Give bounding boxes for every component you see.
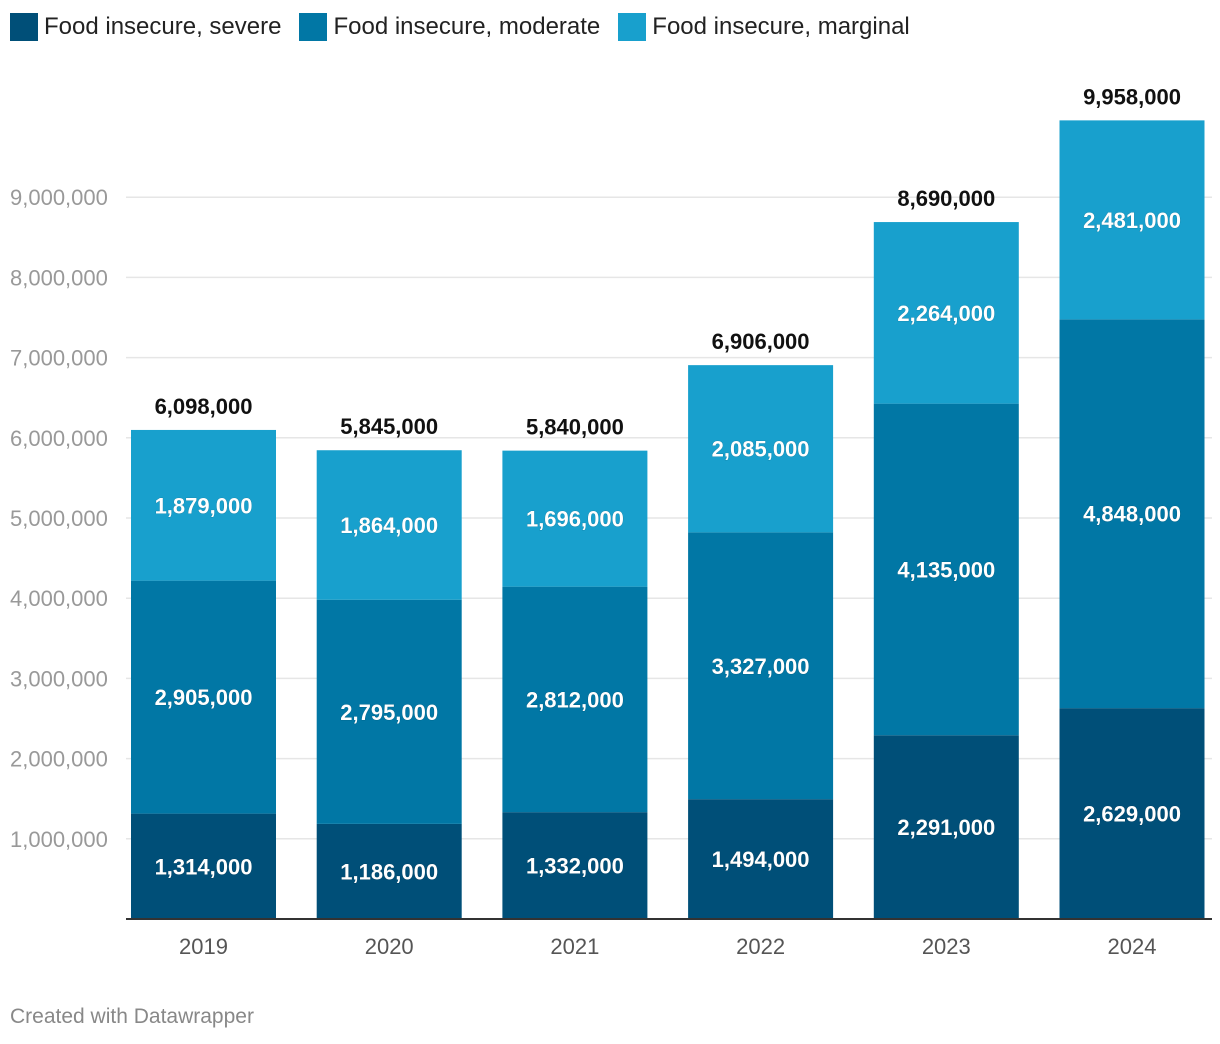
x-tick-label: 2024 <box>1108 934 1157 959</box>
y-tick-label: 6,000,000 <box>10 426 108 451</box>
segment-label-marginal: 2,481,000 <box>1083 208 1181 233</box>
segment-label-moderate: 3,327,000 <box>712 654 810 679</box>
x-tick-label: 2021 <box>550 934 599 959</box>
footer-credit: Created with Datawrapper <box>10 1005 254 1028</box>
y-tick-label: 8,000,000 <box>10 265 108 290</box>
segment-label-marginal: 1,696,000 <box>526 507 624 532</box>
bar-segment-marginal <box>502 450 648 587</box>
segment-label-moderate: 4,135,000 <box>897 557 995 582</box>
segment-label-severe: 1,494,000 <box>712 847 810 872</box>
bar-segment-moderate <box>502 586 648 813</box>
y-tick-label: 9,000,000 <box>10 185 108 210</box>
total-label: 5,840,000 <box>526 415 624 440</box>
x-tick-label: 2019 <box>179 934 228 959</box>
bar-segment-marginal <box>131 429 276 581</box>
bar-segment-marginal <box>1059 120 1205 320</box>
segment-label-moderate: 2,795,000 <box>340 700 438 725</box>
segment-label-severe: 1,186,000 <box>340 859 438 884</box>
y-tick-label: 3,000,000 <box>10 666 108 691</box>
segment-label-severe: 1,332,000 <box>526 854 624 879</box>
legend-label-moderate: Food insecure, moderate <box>333 13 601 40</box>
bar-segment-moderate <box>131 580 276 814</box>
bar-segment-marginal <box>316 450 462 600</box>
legend: Food insecure, severe Food insecure, mod… <box>10 10 928 44</box>
segment-label-severe: 1,314,000 <box>155 854 253 879</box>
x-tick-label: 2022 <box>736 934 785 959</box>
legend-label-marginal: Food insecure, marginal <box>652 13 910 40</box>
segment-label-moderate: 2,812,000 <box>526 687 624 712</box>
segment-label-severe: 2,629,000 <box>1083 802 1181 827</box>
bar-segment-marginal <box>688 365 834 533</box>
segment-label-marginal: 2,085,000 <box>712 437 810 462</box>
legend-item-marginal: Food insecure, marginal <box>618 13 910 41</box>
legend-swatch-severe <box>10 13 38 41</box>
bar-segment-severe <box>688 799 834 919</box>
stacked-bar-chart: 1,000,000 2,000,000 3,000,000 4,000,000 5,00… <box>10 84 1212 959</box>
x-tick-label: 2020 <box>365 934 414 959</box>
legend-swatch-marginal <box>618 13 647 41</box>
total-label: 8,690,000 <box>897 186 995 211</box>
bar-segment-moderate <box>688 532 834 800</box>
y-tick-label: 1,000,000 <box>10 827 108 852</box>
legend-label-severe: Food insecure, severe <box>44 13 282 40</box>
segment-label-moderate: 2,905,000 <box>155 685 253 710</box>
bar-segment-severe <box>131 813 276 919</box>
bar-segment-moderate <box>316 599 462 824</box>
legend-item-moderate: Food insecure, moderate <box>299 13 600 41</box>
bar-segment-severe <box>502 812 648 919</box>
total-label: 6,098,000 <box>155 394 253 419</box>
segment-label-moderate: 4,848,000 <box>1083 502 1181 527</box>
segment-label-severe: 2,291,000 <box>897 815 995 840</box>
legend-swatch-moderate <box>299 13 328 41</box>
legend-item-severe: Food insecure, severe <box>10 13 281 41</box>
bar-segment-marginal <box>873 222 1019 404</box>
segment-label-marginal: 1,864,000 <box>340 513 438 538</box>
segment-label-marginal: 2,264,000 <box>897 301 995 326</box>
y-tick-label: 5,000,000 <box>10 506 108 531</box>
segment-label-marginal: 1,879,000 <box>155 493 253 518</box>
bar-segment-moderate <box>873 403 1019 736</box>
total-label: 6,906,000 <box>712 329 810 354</box>
x-tick-label: 2023 <box>922 934 971 959</box>
y-tick-label: 2,000,000 <box>10 747 108 772</box>
bar-segment-moderate <box>1059 319 1205 709</box>
total-label: 9,958,000 <box>1083 84 1181 109</box>
total-label: 5,845,000 <box>340 414 438 439</box>
bar-segment-severe <box>1059 708 1205 919</box>
bar-segment-severe <box>873 735 1019 919</box>
y-tick-label: 7,000,000 <box>10 346 108 371</box>
y-tick-label: 4,000,000 <box>10 586 108 611</box>
bar-segment-severe <box>316 823 462 919</box>
